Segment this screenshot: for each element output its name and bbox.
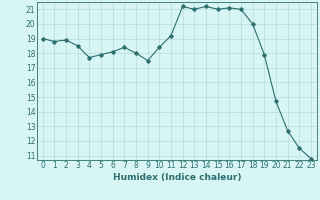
X-axis label: Humidex (Indice chaleur): Humidex (Indice chaleur) [113, 173, 241, 182]
